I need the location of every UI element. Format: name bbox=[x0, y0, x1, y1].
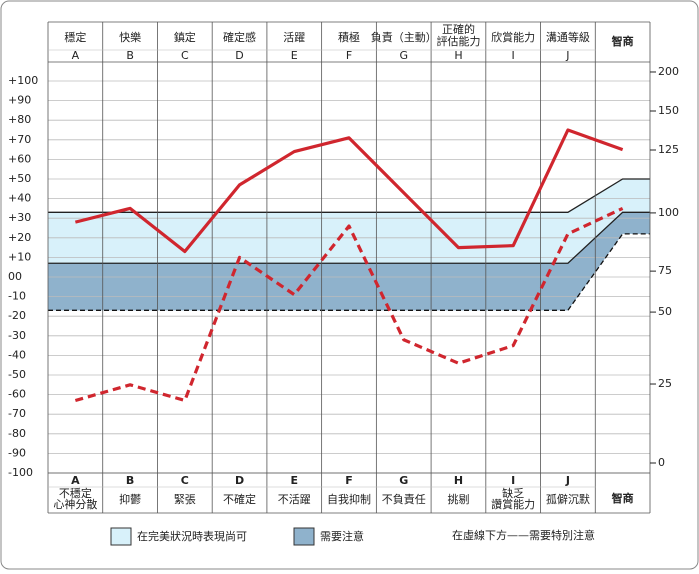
y-tick-label: +50 bbox=[8, 172, 31, 185]
y-tick-label: -30 bbox=[8, 329, 26, 342]
y-tick-label: +20 bbox=[8, 231, 31, 244]
column-letter-bottom: J bbox=[565, 474, 570, 487]
y-tick-label: +60 bbox=[8, 152, 31, 165]
column-low-label: 心神分散 bbox=[53, 497, 97, 511]
column-letter: E bbox=[291, 49, 298, 62]
column-letter-bottom: G bbox=[399, 474, 408, 487]
y-tick-label: -90 bbox=[8, 446, 26, 459]
column-letter: F bbox=[346, 49, 352, 62]
legend-label: 在完美狀況時表現尚可 bbox=[137, 529, 247, 543]
y2-tick-label: 125 bbox=[658, 143, 679, 156]
column-letter: B bbox=[126, 49, 134, 62]
legend-swatch bbox=[293, 527, 315, 546]
column-letter-bottom: H bbox=[454, 474, 463, 487]
y-tick-label: +70 bbox=[8, 133, 31, 146]
band bbox=[48, 179, 650, 264]
column-title: 正確的 bbox=[442, 22, 475, 36]
column-title: 智商 bbox=[612, 34, 634, 48]
column-title: 確定感 bbox=[223, 30, 256, 44]
y2-tick-label: 0 bbox=[658, 456, 665, 469]
y-tick-label: -50 bbox=[8, 368, 26, 381]
column-low-label: 自我抑制 bbox=[327, 492, 371, 506]
column-letter: C bbox=[181, 49, 189, 62]
legend-label: 在虛線下方——需要特別注意 bbox=[452, 528, 595, 542]
column-letter: D bbox=[235, 49, 243, 62]
column-title: 快樂 bbox=[119, 30, 141, 44]
y-tick-label: +40 bbox=[8, 192, 31, 205]
column-title: 負責（主動） bbox=[371, 30, 437, 44]
y2-tick-label: 150 bbox=[658, 104, 679, 117]
column-letter: I bbox=[512, 49, 515, 62]
column-title: 溝通等級 bbox=[546, 30, 590, 44]
legend-swatch bbox=[110, 527, 132, 546]
column-low-label: 不穩定 bbox=[59, 486, 92, 500]
y-tick-label: +10 bbox=[8, 250, 31, 263]
legend-label: 需要注意 bbox=[320, 529, 364, 543]
y2-tick-label: 25 bbox=[658, 377, 672, 390]
column-letter-bottom: F bbox=[345, 474, 353, 487]
column-low-label: 讚賞能力 bbox=[491, 497, 535, 511]
y-tick-label: -40 bbox=[8, 348, 26, 361]
column-low-label: 抑鬱 bbox=[119, 492, 141, 506]
column-low-label: 智商 bbox=[612, 491, 634, 505]
y2-tick-label: 100 bbox=[658, 206, 679, 219]
column-title: 評估能力 bbox=[436, 34, 480, 48]
column-letter-bottom: C bbox=[181, 474, 189, 487]
column-letter: H bbox=[454, 49, 462, 62]
y-tick-label: -60 bbox=[8, 388, 26, 401]
y-tick-label: +90 bbox=[8, 94, 31, 107]
y-tick-label: +30 bbox=[8, 211, 31, 224]
y-tick-label: +100 bbox=[8, 74, 38, 87]
column-letter-bottom: A bbox=[71, 474, 80, 487]
y-tick-label: -20 bbox=[8, 309, 26, 322]
column-letter-bottom: D bbox=[235, 474, 244, 487]
column-low-label: 孤僻沉默 bbox=[546, 492, 590, 506]
y-tick-label: -80 bbox=[8, 427, 26, 440]
y-tick-label: -70 bbox=[8, 407, 26, 420]
y-tick-label: 00 bbox=[8, 270, 22, 283]
y2-tick-label: 50 bbox=[658, 305, 672, 318]
series-line bbox=[74, 128, 624, 254]
column-letter-bottom: B bbox=[126, 474, 134, 487]
y-tick-label: -100 bbox=[8, 466, 33, 479]
band bbox=[48, 212, 650, 311]
column-title: 積極 bbox=[338, 30, 360, 44]
column-letter-bottom: I bbox=[511, 474, 515, 487]
y2-tick-label: 75 bbox=[658, 264, 672, 277]
y2-tick-label: 200 bbox=[658, 65, 679, 78]
column-low-label: 缺乏 bbox=[502, 486, 524, 500]
column-letter: J bbox=[565, 49, 569, 62]
column-low-label: 不確定 bbox=[223, 492, 256, 506]
y-tick-label: -10 bbox=[8, 290, 26, 303]
y-tick-label: +80 bbox=[8, 113, 31, 126]
column-title: 活躍 bbox=[283, 31, 305, 44]
column-letter: A bbox=[72, 49, 80, 62]
column-title: 欣賞能力 bbox=[491, 30, 535, 44]
column-title: 鎮定 bbox=[174, 30, 196, 44]
column-low-label: 挑剔 bbox=[447, 492, 469, 506]
column-letter: G bbox=[399, 49, 408, 62]
column-title: 穩定 bbox=[64, 30, 86, 44]
column-letter-bottom: E bbox=[291, 474, 299, 487]
column-low-label: 不負責任 bbox=[382, 492, 426, 506]
series-line bbox=[74, 206, 624, 403]
column-low-label: 緊張 bbox=[174, 493, 196, 506]
column-low-label: 不活躍 bbox=[278, 493, 311, 506]
